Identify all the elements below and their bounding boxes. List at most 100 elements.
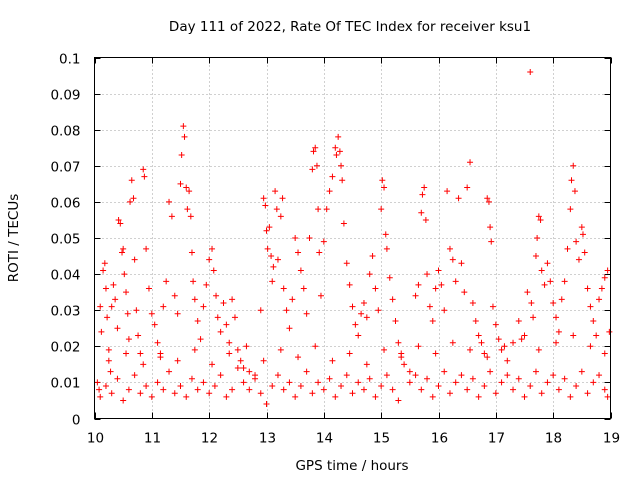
data-point <box>163 278 170 285</box>
y-tick-labels: 0 0.01 0.02 0.03 0.04 0.05 0.06 0.07 0.08 0.09 0.1 <box>50 52 80 429</box>
data-point <box>524 289 531 296</box>
data-point <box>269 278 276 285</box>
data-point <box>467 346 474 353</box>
data-point <box>174 310 181 317</box>
data-point <box>395 339 402 346</box>
data-point <box>363 314 370 321</box>
data-point <box>273 206 280 213</box>
data-point <box>286 379 293 386</box>
data-point <box>596 296 603 303</box>
data-point <box>140 361 147 368</box>
x-tick-label: 13 <box>259 431 276 447</box>
data-point <box>360 386 367 393</box>
data-point <box>389 296 396 303</box>
data-point <box>187 213 194 220</box>
data-point <box>191 346 198 353</box>
data-point <box>338 383 345 390</box>
data-point <box>326 375 333 382</box>
data-point <box>467 159 474 166</box>
data-point <box>581 249 588 256</box>
data-point <box>550 372 557 379</box>
data-point <box>141 173 148 180</box>
data-point <box>257 307 264 314</box>
data-point <box>489 303 496 310</box>
axis-ticks <box>94 57 612 420</box>
data-point <box>515 375 522 382</box>
data-point <box>538 390 545 397</box>
y-tick-label: 0.1 <box>59 52 80 68</box>
data-point <box>252 375 259 382</box>
data-point <box>114 375 121 382</box>
data-point <box>452 379 459 386</box>
data-point <box>246 368 253 375</box>
data-point <box>406 379 413 386</box>
data-point <box>148 310 155 317</box>
data-point <box>449 339 456 346</box>
data-point <box>570 162 577 169</box>
data-point <box>131 372 138 379</box>
data-point <box>206 390 213 397</box>
data-point <box>550 299 557 306</box>
y-tick-label: 0.05 <box>50 232 80 248</box>
data-point <box>438 281 445 288</box>
data-point <box>596 372 603 379</box>
y-axis-label: ROTI / TECUs <box>6 194 22 282</box>
data-point <box>240 364 247 371</box>
data-point <box>209 361 216 368</box>
data-point <box>419 191 426 198</box>
data-point <box>270 263 277 270</box>
data-point <box>200 379 207 386</box>
data-point <box>510 339 517 346</box>
data-point <box>200 303 207 310</box>
data-point <box>217 372 224 379</box>
y-tick-label: 0 <box>72 413 81 429</box>
data-point <box>274 256 281 263</box>
data-point <box>177 180 184 187</box>
data-point <box>383 245 390 252</box>
data-point <box>372 285 379 292</box>
data-point <box>310 148 317 155</box>
data-point <box>131 256 138 263</box>
data-point <box>492 321 499 328</box>
data-point <box>137 350 144 357</box>
data-point <box>188 375 195 382</box>
data-point <box>166 198 173 205</box>
x-tick-label: 10 <box>87 431 104 447</box>
data-point <box>312 144 319 151</box>
data-point <box>280 386 287 393</box>
data-point <box>171 292 178 299</box>
y-tick-label: 0.06 <box>50 196 80 212</box>
data-point <box>435 267 442 274</box>
data-point <box>268 253 275 260</box>
data-point <box>604 393 611 400</box>
data-point <box>300 285 307 292</box>
data-point <box>237 357 244 364</box>
data-point <box>292 235 299 241</box>
data-point <box>112 296 119 303</box>
data-point <box>601 350 608 357</box>
data-point <box>366 271 373 278</box>
data-point <box>190 278 197 285</box>
data-point <box>501 343 508 350</box>
data-point <box>484 195 491 202</box>
data-point <box>432 285 439 292</box>
data-point <box>274 372 281 379</box>
data-point <box>604 267 611 274</box>
data-point <box>369 253 376 260</box>
data-point <box>108 390 115 397</box>
y-tick-label: 0.07 <box>50 160 80 176</box>
data-point <box>579 231 586 238</box>
data-point <box>151 321 158 328</box>
data-point <box>115 216 122 223</box>
data-point <box>286 325 293 332</box>
data-point <box>101 260 108 267</box>
data-point <box>289 296 296 303</box>
data-point <box>412 292 419 299</box>
data-point <box>521 393 528 400</box>
data-point <box>360 299 367 306</box>
grid-lines <box>94 57 611 419</box>
data-point <box>160 386 167 393</box>
data-point <box>145 285 152 292</box>
data-point <box>312 343 319 350</box>
data-point <box>532 253 539 260</box>
